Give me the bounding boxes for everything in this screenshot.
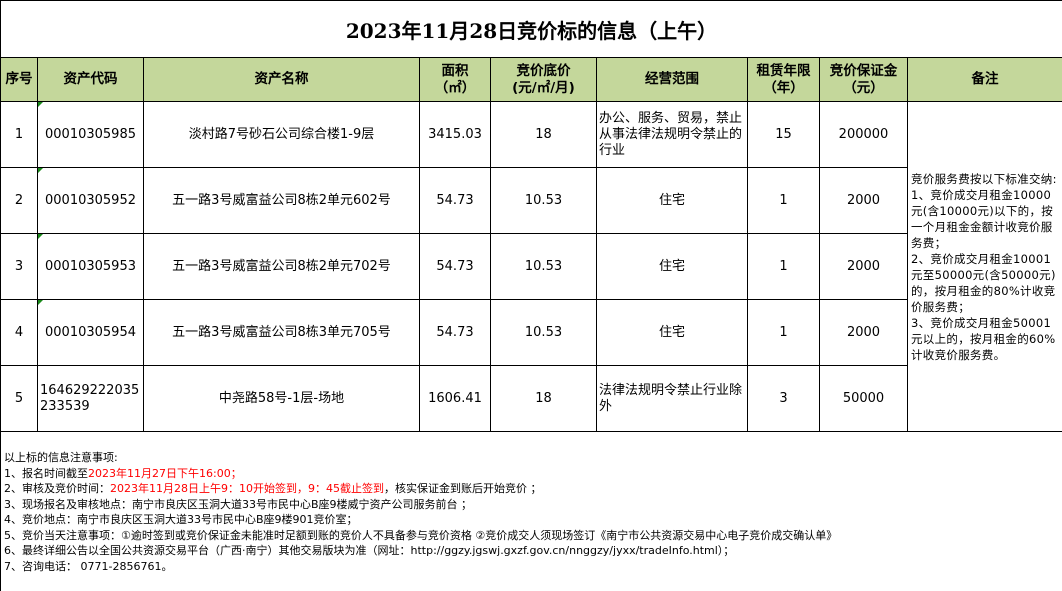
cell-price[interactable]: 18	[490, 101, 597, 168]
table-row: 5 164629222035233539 中尧路58号-1层-场地 1606.4…	[0, 365, 1062, 432]
note-2: 2、审核及竞价时间：2023年11月28日上午9：10开始签到，9：45截止签到…	[4, 481, 1059, 497]
note-2-suffix: ，核实保证金到账后开始竞价 ；	[383, 482, 542, 495]
header-row: 序号 资产代码 资产名称 面积 （㎡） 竞价底价 (元/㎡/月) 经营范围 租赁年限…	[0, 57, 1062, 102]
note-1-text: 1、报名时间截至	[4, 466, 88, 480]
table-row: 1 00010305985 淡村路7号砂石公司综合楼1-9层 3415.03 1…	[0, 101, 1062, 432]
cell-area[interactable]: 54.73	[419, 167, 491, 234]
page-title: 2023年11月28日竞价标的信息（上午）	[0, 0, 1062, 58]
cell-scope[interactable]: 住宅	[596, 167, 748, 234]
header-area-unit: （㎡）	[434, 79, 476, 96]
cell-code-text: 00010305985	[45, 126, 136, 142]
cell-price[interactable]: 10.53	[490, 299, 597, 366]
note-2-time: 2023年11月28日上午9：10开始签到，9：45截止签到	[110, 482, 384, 495]
note-1-deadline: 2023年11月27日下午16:00；	[88, 466, 242, 480]
header-deposit-label: 竞价保证金	[829, 62, 898, 79]
cell-seq[interactable]: 4	[0, 299, 38, 366]
cell-deposit[interactable]: 50000	[819, 365, 908, 432]
note-7: 7、咨询电话： 0771-2856761。	[4, 559, 173, 573]
cell-area[interactable]: 54.73	[419, 299, 491, 366]
header-price-unit: (元/㎡/月)	[512, 79, 575, 96]
header-term-unit: （年）	[763, 79, 804, 96]
cell-scope[interactable]: 办公、服务、贸易，禁止从事法律法规明令禁止的行业	[596, 101, 748, 168]
cell-deposit[interactable]: 2000	[819, 233, 908, 300]
cell-price[interactable]: 18	[490, 365, 597, 432]
cell-seq[interactable]: 5	[0, 365, 38, 432]
cell-term[interactable]: 1	[747, 299, 820, 366]
header-name: 资产名称	[143, 57, 420, 102]
cell-code-text: 00010305954	[45, 324, 136, 340]
table-row: 2 00010305952 五一路3号威富益公司8栋2单元602号 54.73 …	[0, 167, 1062, 234]
cell-seq[interactable]: 3	[0, 233, 38, 300]
cell-code[interactable]: 00010305954	[37, 299, 144, 366]
cell-area[interactable]: 3415.03	[419, 101, 491, 168]
header-area-label: 面积	[441, 62, 469, 79]
header-deposit: 竞价保证金 （元）	[819, 57, 908, 102]
cell-code-text: 00010305952	[45, 192, 136, 208]
text-number-marker-icon	[38, 102, 43, 107]
header-deposit-unit: （元）	[843, 79, 884, 96]
cell-name[interactable]: 中尧路58号-1层-场地	[143, 365, 420, 432]
header-term-label: 租赁年限	[756, 62, 811, 79]
cell-seq[interactable]: 1	[0, 101, 38, 168]
cell-code[interactable]: 00010305953	[37, 233, 144, 300]
table-row: 3 00010305953 五一路3号威富益公司8栋2单元702号 54.73 …	[0, 233, 1062, 300]
text-number-marker-icon	[38, 168, 43, 173]
notes-cell[interactable]: 以上标的信息注意事项: 1、报名时间截至2023年11月27日下午16:00； …	[0, 431, 1062, 591]
cell-area[interactable]: 1606.41	[419, 365, 491, 432]
cell-code[interactable]: 00010305952	[37, 167, 144, 234]
cell-scope[interactable]: 住宅	[596, 233, 748, 300]
header-scope: 经营范围	[596, 57, 748, 102]
header-term: 租赁年限 （年）	[747, 57, 820, 102]
cell-name[interactable]: 五一路3号威富益公司8栋2单元702号	[143, 233, 420, 300]
note-6: 6、最终详细公告以全国公共资源交易平台（广西·南宁）其他交易版块为准（网址：ht…	[4, 544, 735, 557]
notes-heading: 以上标的信息注意事项:	[4, 451, 118, 464]
note-2-text: 2、审核及竞价时间：	[4, 482, 110, 495]
cell-term[interactable]: 15	[747, 101, 820, 168]
note-4: 4、竞价地点：南宁市良庆区玉洞大道33号市民中心B座9楼901竞价室；	[4, 513, 358, 526]
remark-text: 竞价服务费按以下标准交纳: 1、竞价成交月租金10000元(含10000元)以下的…	[911, 171, 1057, 362]
cell-term[interactable]: 1	[747, 167, 820, 234]
table-row: 4 00010305954 五一路3号威富益公司8栋3单元705号 54.73 …	[0, 299, 1062, 366]
note-1: 1、报名时间截至2023年11月27日下午16:00；	[4, 466, 1059, 482]
cell-name[interactable]: 五一路3号威富益公司8栋2单元602号	[143, 167, 420, 234]
header-seq: 序号	[0, 57, 38, 102]
header-area: 面积 （㎡）	[419, 57, 491, 102]
cell-price[interactable]: 10.53	[490, 167, 597, 234]
cell-remark[interactable]: 竞价服务费按以下标准交纳: 1、竞价成交月租金10000元(含10000元)以下的…	[906, 101, 1062, 432]
note-5: 5、竞价当天注意事项：①逾时签到或竞价保证金未能准时足额到账的竞价人不具备参与竞…	[4, 528, 838, 542]
cell-scope[interactable]: 法律法规明令禁止行业除外	[596, 365, 748, 432]
cell-price[interactable]: 10.53	[490, 233, 597, 300]
cell-scope[interactable]: 住宅	[596, 299, 748, 366]
cell-seq[interactable]: 2	[0, 167, 38, 234]
header-price: 竞价底价 (元/㎡/月)	[490, 57, 597, 102]
cell-deposit[interactable]: 2000	[819, 299, 908, 366]
cell-term[interactable]: 1	[747, 233, 820, 300]
header-price-label: 竞价底价	[516, 62, 571, 79]
cell-name[interactable]: 五一路3号威富益公司8栋3单元705号	[143, 299, 420, 366]
text-number-marker-icon	[38, 300, 43, 305]
cell-term[interactable]: 3	[747, 365, 820, 432]
note-3: 3、现场报名及审核地点：南宁市良庆区玉洞大道33号市民中心B座9楼威宁资产公司服…	[4, 497, 473, 511]
cell-code-text: 00010305953	[45, 258, 136, 274]
cell-code[interactable]: 00010305985	[37, 101, 144, 168]
cell-deposit[interactable]: 200000	[819, 101, 908, 168]
cell-area[interactable]: 54.73	[419, 233, 491, 300]
cell-code[interactable]: 164629222035233539	[37, 365, 144, 432]
text-number-marker-icon	[38, 234, 43, 239]
cell-deposit[interactable]: 2000	[819, 167, 908, 234]
cell-name[interactable]: 淡村路7号砂石公司综合楼1-9层	[143, 101, 420, 168]
header-remark: 备注	[906, 57, 1062, 102]
header-code: 资产代码	[37, 57, 144, 102]
